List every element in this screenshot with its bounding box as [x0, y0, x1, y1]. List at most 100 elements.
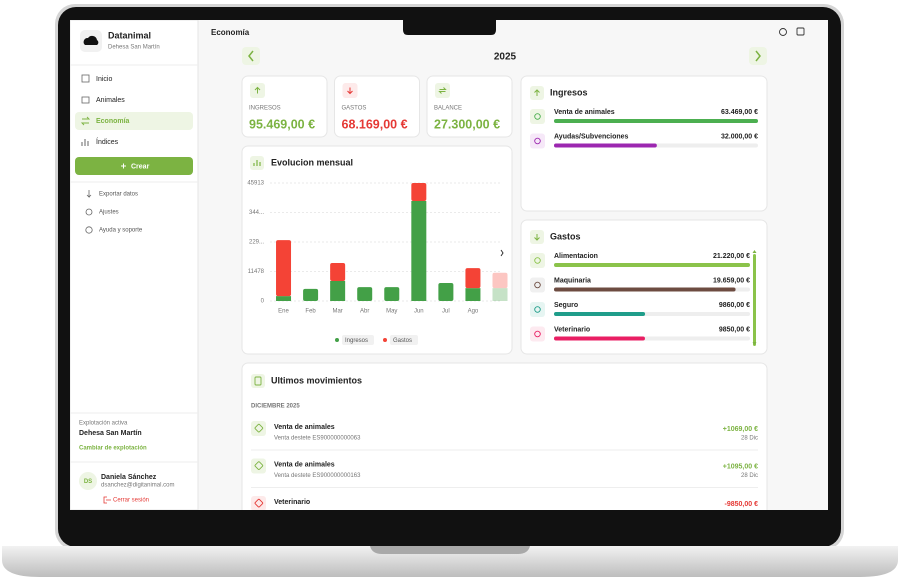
summary-value: 95.469,00 €	[249, 117, 315, 131]
scrollbar[interactable]	[753, 254, 756, 346]
item-value: 63.469,00 €	[721, 109, 758, 116]
bar-segment	[330, 262, 346, 281]
bar-segment	[492, 288, 508, 301]
year: 2025	[494, 52, 517, 63]
chart-card	[241, 145, 513, 355]
item-name: Alimentacion	[554, 253, 598, 260]
nav-active-bg	[75, 112, 193, 130]
bar-segment	[492, 272, 508, 289]
summary-cards: INGRESOS 95.469,00 € GASTOS 68.169,00 € BALA…	[241, 75, 513, 138]
calendar-button[interactable]	[796, 27, 805, 36]
legend-dot	[383, 338, 387, 342]
expenses-card	[520, 219, 768, 355]
secondary-item[interactable]: Ajustes	[99, 210, 119, 216]
movement-icon-bg	[251, 458, 266, 474]
user-name: Daniela Sánchez	[101, 474, 157, 481]
item-icon	[534, 330, 541, 338]
x-tick-label: Feb	[305, 309, 316, 315]
item-icon	[534, 257, 541, 264]
bar-segment	[303, 288, 319, 301]
brand-name: Datanimal	[108, 30, 151, 40]
settings-icon	[85, 208, 93, 216]
nav-item[interactable]: Índices	[96, 137, 119, 146]
logout-link[interactable]: Cerrar sesión	[113, 498, 149, 504]
panel-icon	[534, 89, 540, 96]
summary-icon-bg	[435, 83, 450, 98]
avatar-initials: DS	[84, 479, 92, 485]
y-tick-label: 344...	[249, 210, 264, 216]
item-icon-bg	[530, 302, 545, 317]
base-notch	[370, 546, 530, 554]
change-farm-link[interactable]: Cambiar de explotación	[79, 446, 147, 452]
nav-icon	[81, 74, 90, 83]
secondary-item[interactable]: Ayuda y soporte	[99, 228, 143, 234]
movement-icon-bg	[251, 421, 266, 436]
legend-label: Gastos	[393, 338, 412, 344]
bar-segment	[465, 288, 481, 301]
bar-segment	[465, 268, 481, 289]
nav-item[interactable]: Inicio	[96, 76, 112, 83]
summary-label: BALANCE	[434, 106, 462, 112]
movements-card	[241, 362, 768, 510]
export-icon	[86, 190, 92, 198]
item-bar	[554, 143, 657, 148]
nav-item-active[interactable]: Economía	[96, 118, 130, 125]
item-value: 21.220,00 €	[713, 253, 750, 260]
help-button[interactable]	[779, 28, 787, 36]
y-tick-label: 11478	[248, 269, 265, 275]
nav-item[interactable]: Animales	[96, 97, 125, 104]
item-icon-bg	[530, 326, 545, 342]
item-name: Venta de animales	[554, 109, 615, 116]
movement-icon	[254, 461, 264, 470]
movement-name: Veterinario	[274, 499, 310, 506]
chart-scroll-arrow[interactable]	[500, 249, 504, 257]
y-tick-label: 45913	[247, 181, 264, 187]
sidebar-bg	[70, 20, 199, 510]
item-icon	[534, 113, 541, 120]
prev-year-button[interactable]	[242, 47, 260, 65]
breakdowns: Ingresos Venta de animales 63.469,00 € Ayud…	[530, 86, 758, 342]
summary-icon	[438, 87, 447, 94]
next-icon	[755, 50, 761, 62]
item-name: Veterinario	[554, 326, 590, 333]
bar-segment	[276, 240, 292, 297]
item-name: Maquinaria	[554, 277, 591, 284]
brand-farm: Dehesa San Martín	[108, 45, 160, 51]
legend-label: Ingresos	[345, 338, 368, 344]
create-button[interactable]	[75, 157, 193, 175]
sidebar: Datanimal Dehesa San Martín Inicio Anima…	[70, 20, 199, 510]
movement-list: Venta de animales Venta destete ES9000000…	[251, 421, 759, 510]
item-name: Seguro	[554, 302, 578, 309]
item-value: 19.659,00 €	[713, 277, 750, 284]
secondary-item[interactable]: Exportar datos	[99, 192, 138, 198]
legend-pill	[390, 335, 418, 345]
item-bar	[554, 287, 736, 292]
avatar	[79, 472, 97, 490]
summary-icon	[254, 86, 261, 94]
x-tick-label: Abr	[360, 309, 369, 315]
movement-icon	[254, 498, 264, 508]
item-icon-bg	[530, 277, 545, 293]
y-tick-label: 229...	[249, 240, 264, 246]
create-label[interactable]: Crear	[131, 163, 150, 170]
item-icon	[534, 306, 541, 313]
item-bar	[554, 119, 758, 123]
chart-icon	[253, 160, 261, 166]
logo-icon	[83, 35, 99, 45]
summary-value: 27.300,00 €	[434, 117, 500, 131]
x-tick-label: Ago	[468, 309, 479, 315]
bar-segment	[438, 283, 454, 301]
movement-amount: -9850,00 €	[725, 501, 759, 508]
item-value: 9860,00 €	[719, 302, 750, 309]
bar-segment	[276, 296, 292, 301]
next-year-button[interactable]	[749, 47, 767, 65]
movement-detail: Venta destete ES900000000163	[274, 473, 361, 479]
summary-icon	[347, 87, 353, 95]
legend-pill	[342, 335, 374, 345]
laptop-base	[2, 546, 898, 577]
user-email: dsanchez@digitanimal.com	[101, 483, 174, 489]
bar-segment	[384, 287, 400, 301]
bar-segment	[411, 200, 427, 301]
y-tick-label: 0	[261, 299, 265, 305]
panel-title: Gastos	[550, 231, 581, 241]
